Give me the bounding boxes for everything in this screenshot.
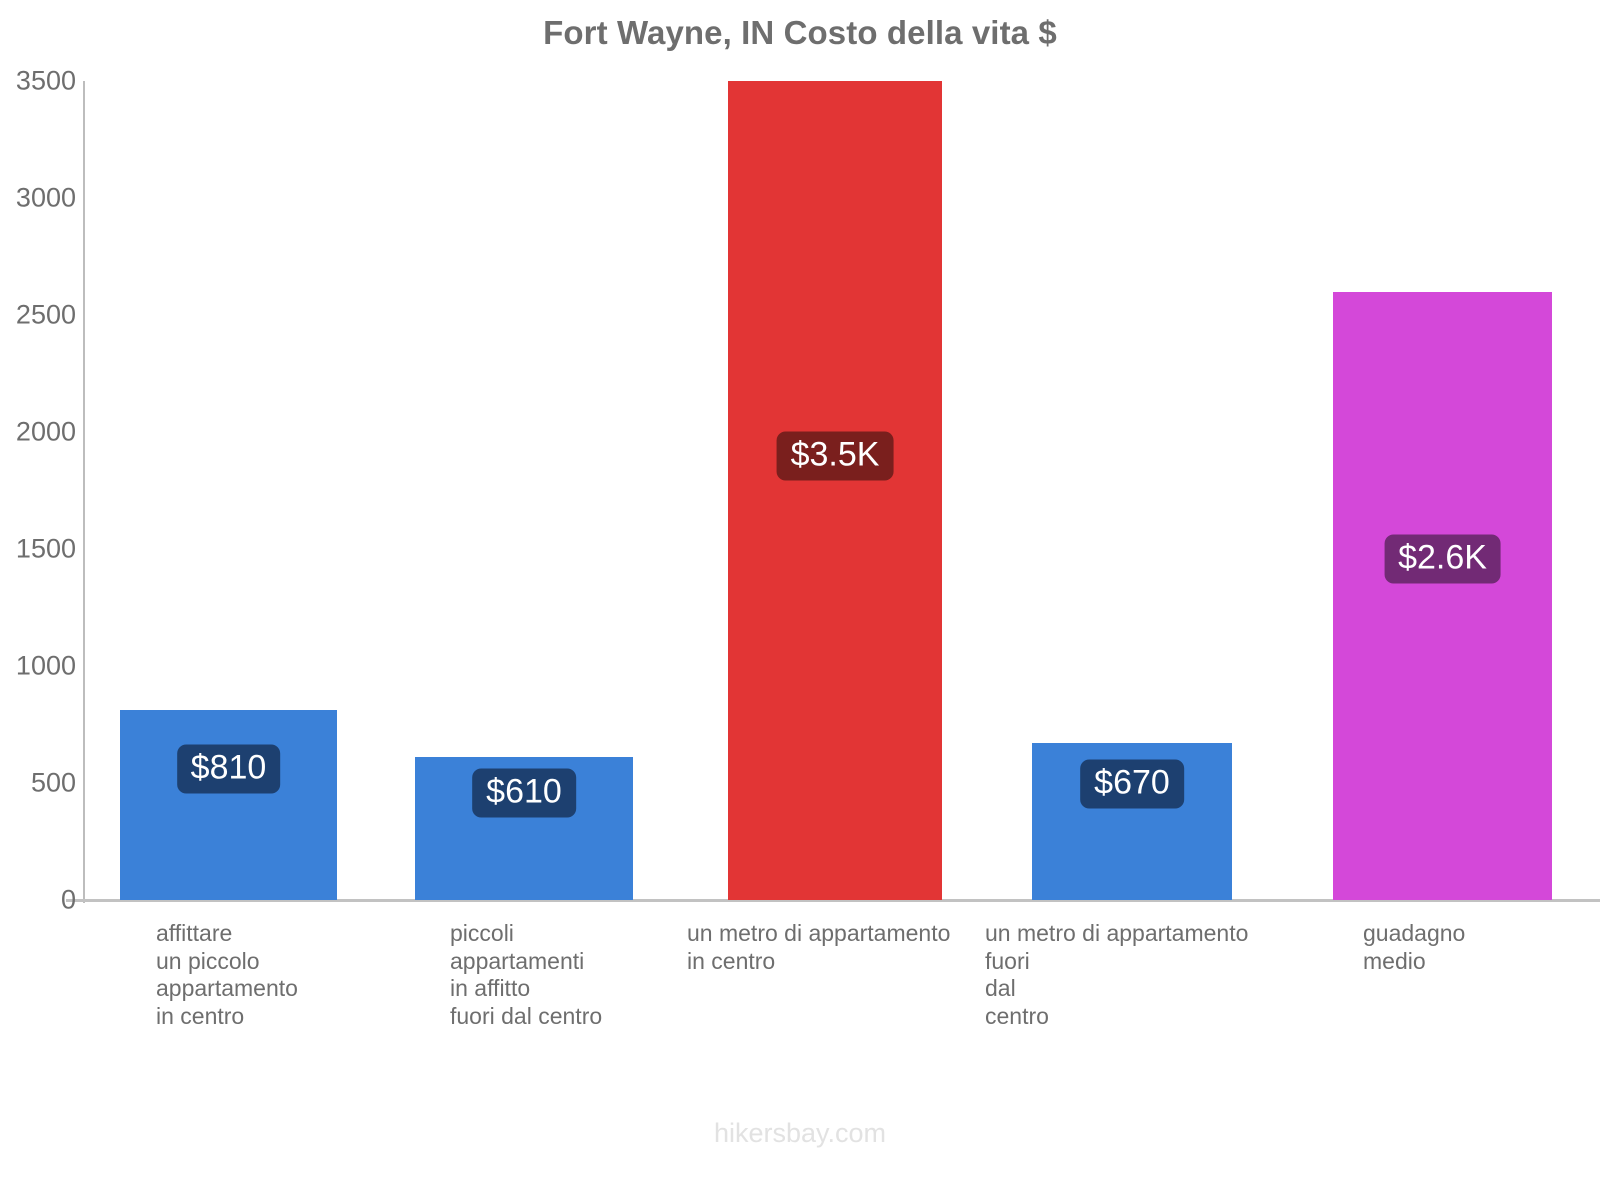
x-axis-baseline	[66, 899, 1600, 902]
value-label-0: $810	[176, 744, 281, 794]
y-tick-1500: 1500	[15, 533, 76, 564]
bar-un-metro-di-appartamento-in-centro[interactable]	[728, 81, 942, 900]
x-tick-label-1: piccoli appartamenti in affitto fuori da…	[450, 920, 603, 1029]
x-tick-label-2: un metro di appartamento in centro	[687, 920, 951, 974]
bar-guadagno-medio[interactable]	[1333, 292, 1552, 900]
y-axis-line	[83, 81, 85, 903]
y-axis-tick-labels: 3500 3000 2500 2000 1500 1000 500 0	[0, 0, 76, 1200]
bar-affittare-un-piccolo-appartamento-in-centro[interactable]	[120, 710, 337, 900]
y-tick-3500: 3500	[15, 65, 76, 96]
page-title: Fort Wayne, IN Costo della vita $	[543, 14, 1057, 51]
y-tick-1000: 1000	[15, 650, 76, 681]
y-tick-2500: 2500	[15, 299, 76, 330]
y-tick-2000: 2000	[15, 416, 76, 447]
watermark: hikersbay.com	[713, 1118, 887, 1148]
value-label-1: $610	[472, 768, 576, 818]
plot-area: $810 $610 $3.5K $670 $2.6K	[83, 81, 1560, 900]
value-label-3: $670	[1080, 759, 1184, 809]
x-tick-label-4: guadagno medio	[1363, 920, 1466, 974]
value-label-2: $3.5K	[776, 431, 894, 481]
value-label-4: $2.6K	[1384, 534, 1501, 584]
y-tick-0: 0	[60, 884, 76, 915]
y-tick-500: 500	[30, 767, 76, 798]
y-tick-3000: 3000	[15, 182, 76, 213]
x-tick-label-0: affittare un piccolo appartamento in cen…	[156, 920, 298, 1029]
x-tick-label-3: un metro di appartamento fuori dal centr…	[985, 920, 1249, 1029]
